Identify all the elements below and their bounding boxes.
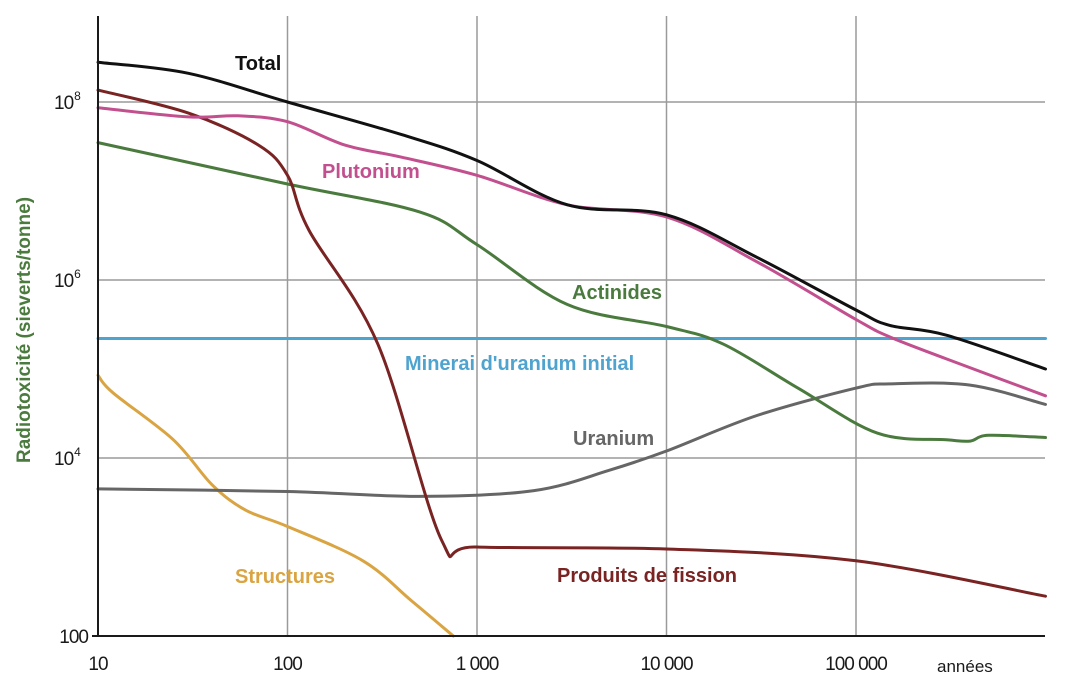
grid: [98, 16, 1045, 636]
y-tick-label: 108: [54, 89, 81, 114]
y-tick-label: 104: [54, 445, 81, 470]
y-axis-title: Radiotoxicité (sieverts/tonne): [14, 197, 35, 463]
y-tick-labels: 100 104 106 108: [54, 89, 89, 648]
x-tick-label: 1 000: [456, 654, 499, 675]
x-tick-labels: 10 100 1 000 10 000 100 000: [88, 654, 888, 675]
x-tick-label: 100: [273, 654, 302, 675]
series-label-total: Total: [235, 53, 281, 75]
series-label-structures: Structures: [235, 566, 335, 588]
series-line-total: [96, 60, 1047, 371]
series-line-actinides: [96, 141, 1047, 443]
series-label-produits-de-fission: Produits de fission: [557, 565, 737, 587]
x-axis-unit-label: années: [937, 657, 993, 676]
x-tick-label: 10 000: [640, 654, 693, 675]
series-label-minerai-d-uranium-initial: Minerai d'uranium initial: [405, 353, 634, 375]
series-label-plutonium: Plutonium: [322, 161, 420, 183]
y-tick-label: 106: [54, 267, 81, 292]
series-label-actinides: Actinides: [572, 282, 662, 304]
series-lines: [96, 60, 1047, 638]
series-label-uranium: Uranium: [573, 428, 654, 450]
x-tick-label: 10: [88, 654, 108, 675]
series-labels: Total Plutonium Actinides Minerai d'uranium…: [235, 53, 737, 588]
series-line-produits-de-fission: [96, 88, 1047, 598]
axes: [92, 16, 1045, 637]
series-line-structures: [96, 373, 455, 638]
y-tick-label: 100: [59, 627, 88, 648]
series-line-uranium: [96, 381, 1047, 498]
x-tick-label: 100 000: [825, 654, 887, 675]
